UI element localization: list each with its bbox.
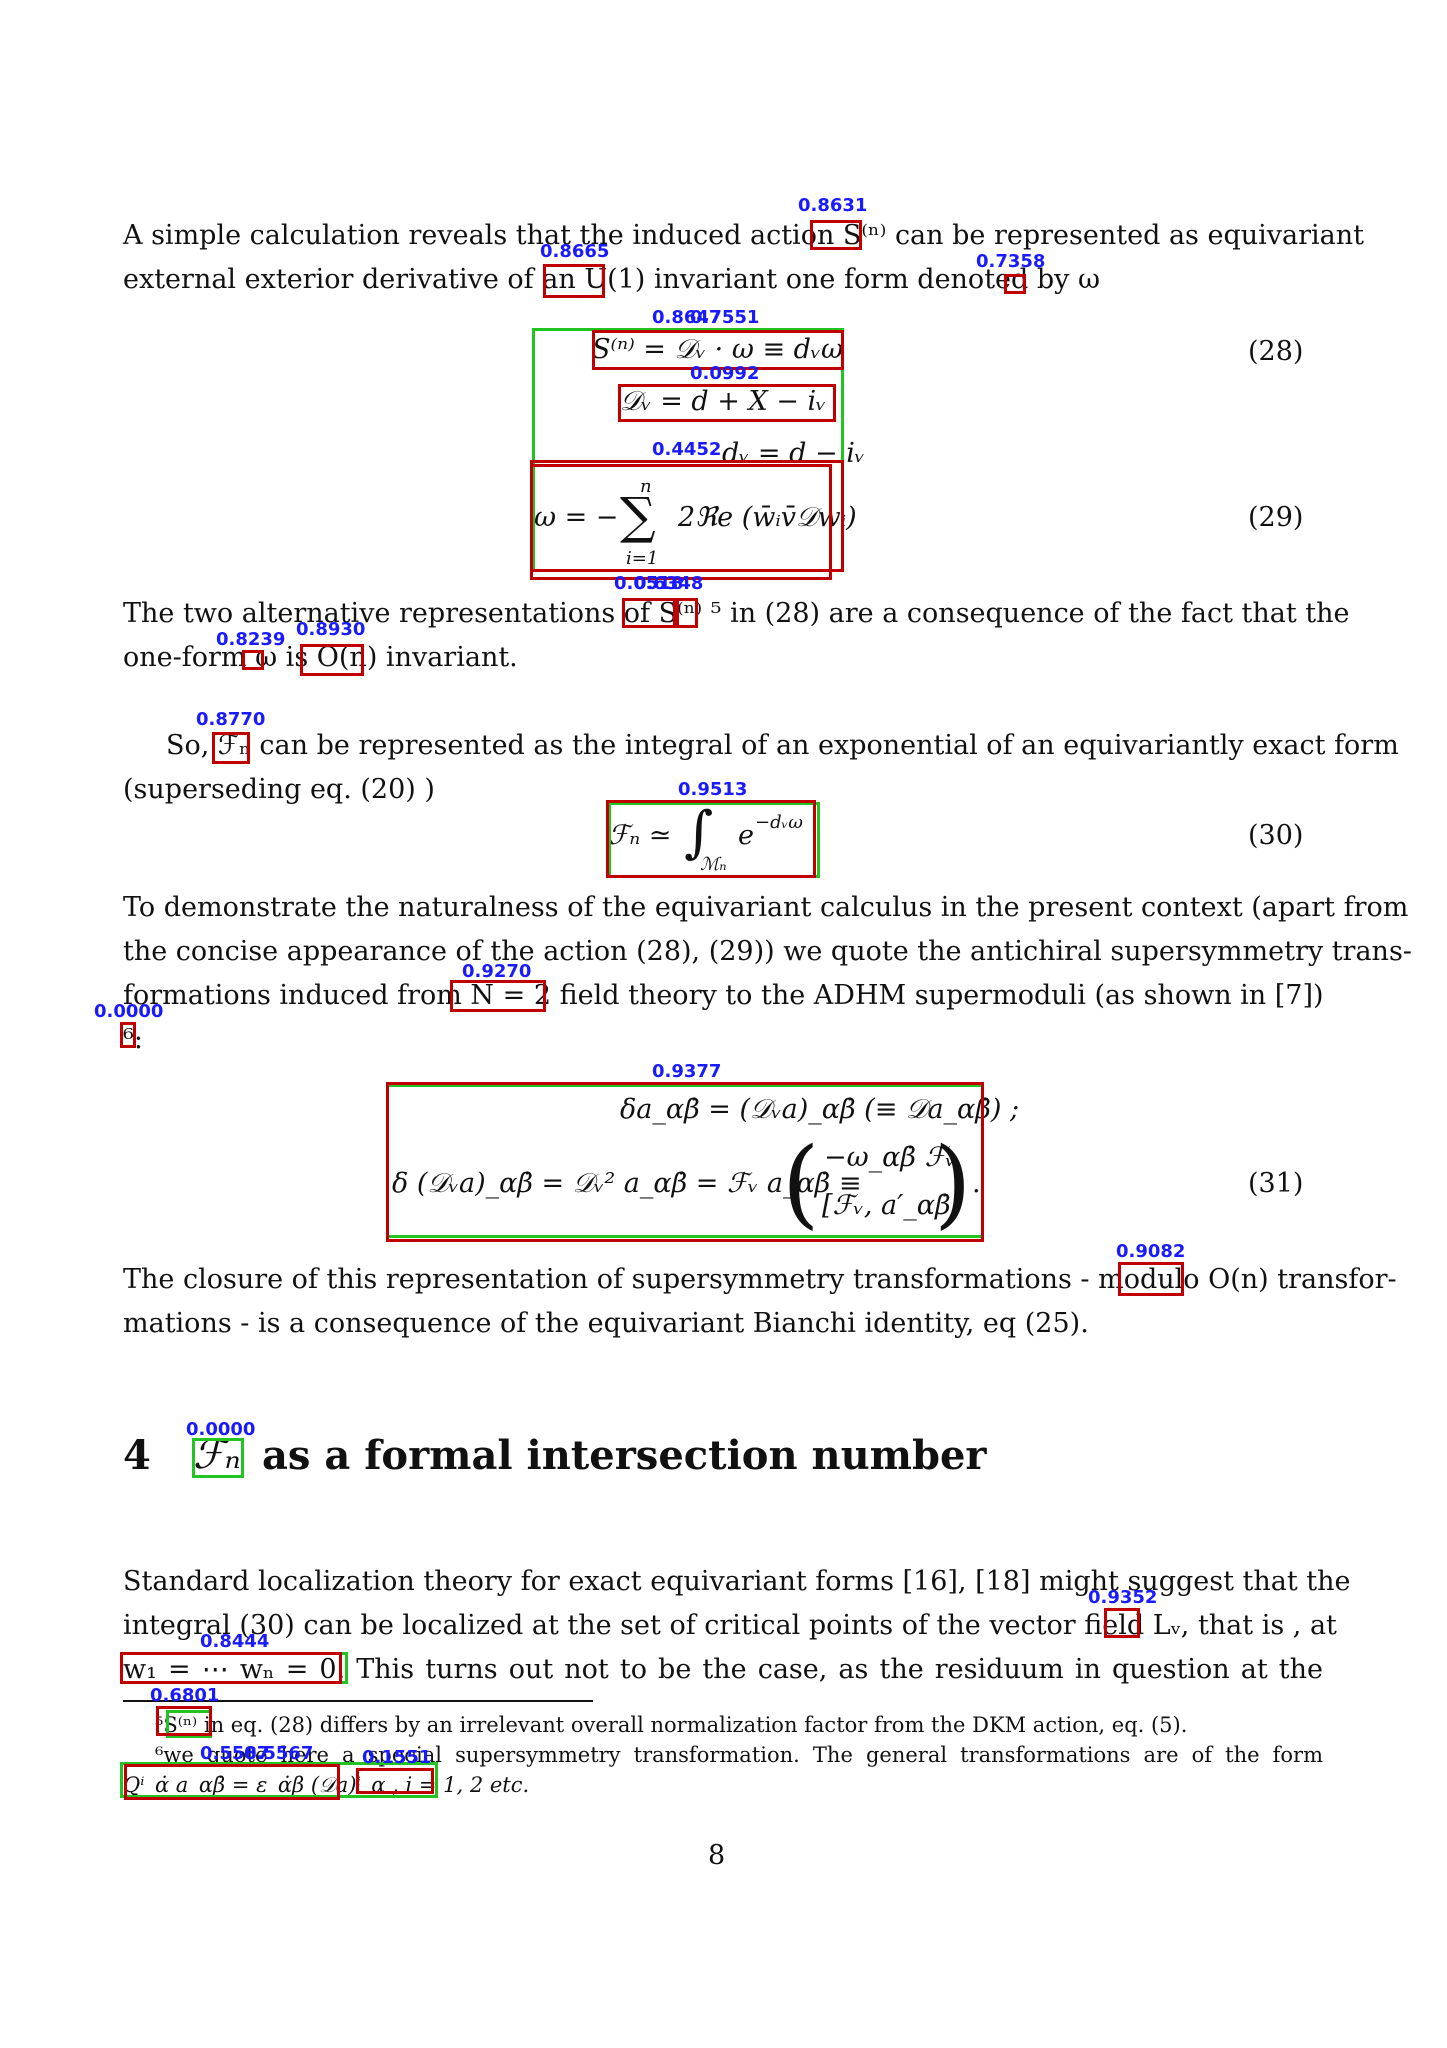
equation-number: (31) xyxy=(1248,1168,1304,1199)
detection-box-red xyxy=(124,1764,340,1800)
sum-upper-limit: n xyxy=(640,476,652,497)
detection-box-red xyxy=(530,464,832,580)
detection-box-green xyxy=(120,1762,438,1798)
detection-box-red xyxy=(543,264,605,298)
detection-box-red xyxy=(622,598,676,628)
detection-score: 0.9352 xyxy=(1088,1587,1158,1608)
equation-28-line2: 𝒟ᵥ = d + X − iᵥ xyxy=(620,386,827,417)
equation-31-line2: δ (𝒟ᵥa)_αβ̇ = 𝒟ᵥ² a_αβ̇ = ℱᵥ a_αβ̇ ≡ xyxy=(392,1168,862,1199)
vector-top: −ω_αβ̇ ℱᵥ xyxy=(824,1142,956,1173)
detection-score: 0.5587 xyxy=(200,1743,270,1764)
equation-31-dot: . xyxy=(972,1168,981,1199)
vector-bottom: [ℱᵥ, a′_αβ̇] xyxy=(822,1190,962,1221)
paragraph-line: A simple calculation reveals that the in… xyxy=(123,220,1364,251)
equation-30-lhs: ℱₙ ≃ xyxy=(608,820,672,851)
detection-box-red xyxy=(606,800,816,878)
detection-score: 0.9082 xyxy=(1116,1241,1186,1262)
sum-lower-limit: i=1 xyxy=(626,548,659,569)
detection-score: 0.5567 xyxy=(244,1743,314,1764)
paragraph-line: To demonstrate the naturalness of the eq… xyxy=(123,892,1409,923)
equation-28: S⁽ⁿ⁾ = 𝒟ᵥ · ω ≡ dᵥω xyxy=(592,334,844,365)
detection-score: 0.6801 xyxy=(150,1685,220,1706)
detection-score: 0.8930 xyxy=(296,619,366,640)
exponent: −dᵥω xyxy=(755,812,803,833)
detection-box-red xyxy=(356,1768,434,1794)
detection-score: 0.8444 xyxy=(200,1631,270,1652)
detection-score: 0.9513 xyxy=(678,779,748,800)
detection-box-red xyxy=(618,384,836,422)
paragraph-line: mations - is a consequence of the equiva… xyxy=(123,1308,1089,1339)
detection-score: 0.0000 xyxy=(94,1001,164,1022)
section-title: as a formal intersection number xyxy=(262,1432,987,1479)
equation-31-line1: δa_αβ̇ = (𝒟ᵥa)_αβ̇ (≡ 𝒟a_αβ̇) ; xyxy=(620,1094,1020,1125)
paragraph-line: (superseding eq. (20) ) xyxy=(123,774,435,805)
detection-box-red xyxy=(386,1082,984,1242)
paragraph-line: Standard localization theory for exact e… xyxy=(123,1566,1351,1597)
detection-box-red xyxy=(810,220,862,250)
detection-score: 0.4452 xyxy=(652,439,722,460)
equation-number: (30) xyxy=(1248,820,1304,851)
detection-score: 0.8631 xyxy=(798,195,868,216)
equation-number: (28) xyxy=(1248,336,1304,367)
page-number: 8 xyxy=(708,1840,726,1871)
detection-box-green xyxy=(192,1438,244,1478)
paragraph-line: the concise appearance of the action (28… xyxy=(123,936,1412,967)
detection-score: 0.8239 xyxy=(216,629,286,650)
equation-29-rhs: 2ℜe (w̄ᵢv̄𝒟wᵢ) xyxy=(678,502,857,533)
paragraph-line: w₁ = ⋯ wₙ = 0. This turns out not to be … xyxy=(123,1654,1323,1685)
paragraph-line: integral (30) can be localized at the se… xyxy=(123,1610,1337,1641)
detection-score: 0.6348 xyxy=(634,573,704,594)
equation-29-lhs: ω = − xyxy=(534,502,619,533)
detection-score: 0.7358 xyxy=(976,251,1046,272)
footnote-5: ⁵S⁽ⁿ⁾ in eq. (28) differs by an irreleva… xyxy=(155,1713,1188,1737)
integral-sign: ∫ xyxy=(684,800,714,865)
detection-score: 0.8647 xyxy=(652,307,722,328)
detection-score: 0.0518 xyxy=(614,573,684,594)
detection-box-red xyxy=(1004,274,1026,294)
equation-number: (29) xyxy=(1248,502,1304,533)
detection-box-red xyxy=(120,1652,342,1684)
footnote-6-formula: Qⁱ_α̇ a_αβ̇ = ε_α̇β (𝒟a)ⁱ_α , i = 1, 2 e… xyxy=(123,1773,530,1797)
paragraph-line: external exterior derivative of an U(1) … xyxy=(123,264,1101,295)
detection-box-red xyxy=(120,1022,136,1048)
section-number: 4 xyxy=(123,1432,151,1479)
paragraph-line: formations induced from N = 2 field theo… xyxy=(123,980,1324,1011)
detection-box-red xyxy=(242,650,264,670)
paragraph-line: So, ℱₙ can be represented as the integra… xyxy=(166,730,1399,761)
detection-score: 0.9270 xyxy=(462,961,532,982)
detection-score: 0.0000 xyxy=(186,1419,256,1440)
sum-sign: ∑ xyxy=(620,487,656,545)
left-paren: ( xyxy=(782,1127,820,1239)
detection-box-red xyxy=(450,980,546,1012)
detection-score: 0.8665 xyxy=(540,241,610,262)
detection-box-red xyxy=(676,598,698,628)
paragraph-line: The closure of this representation of su… xyxy=(123,1264,1397,1295)
detection-box-red xyxy=(1118,1262,1184,1296)
equation-30-rhs: e xyxy=(738,820,754,851)
integral-domain: ℳₙ xyxy=(700,854,727,875)
detection-score: 0.9377 xyxy=(652,1061,722,1082)
right-paren: ) xyxy=(934,1127,972,1239)
detection-box-red xyxy=(212,732,250,764)
detection-score: 0.0992 xyxy=(690,363,760,384)
detection-score: 0.7551 xyxy=(690,307,760,328)
detection-score: 0.1551 xyxy=(362,1747,432,1768)
detection-box-red xyxy=(300,644,364,676)
detection-score: 0.8770 xyxy=(196,709,266,730)
paragraph-line: The two alternative representations of S… xyxy=(123,598,1350,629)
detection-box-red xyxy=(1104,1608,1140,1638)
detection-box-red xyxy=(156,1706,212,1736)
paragraph-line: one-form ω is O(n) invariant. xyxy=(123,642,518,673)
detection-box-red xyxy=(592,330,844,370)
footnote-rule xyxy=(123,1700,593,1702)
